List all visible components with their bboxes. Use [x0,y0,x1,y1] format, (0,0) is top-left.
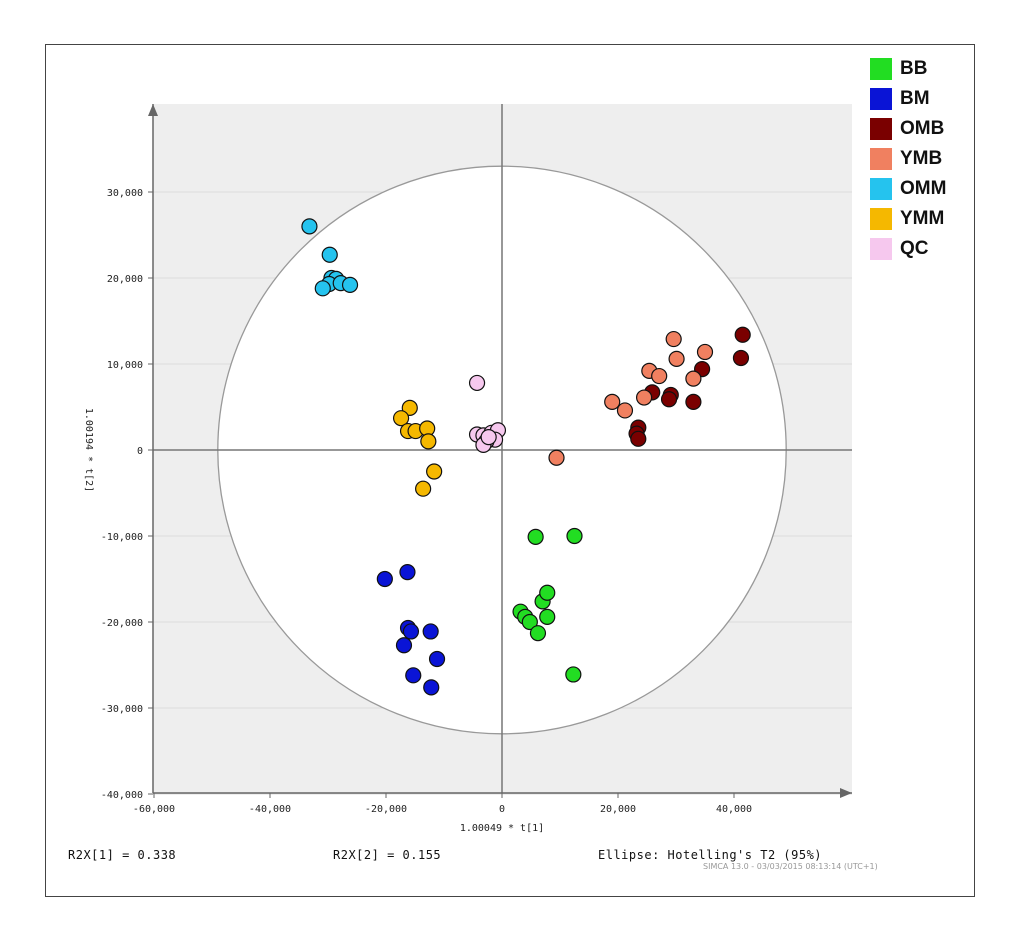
y-tick-label: 30,000 [107,188,143,199]
legend-swatch-ymb [870,148,892,170]
y-tick-label: 0 [137,446,143,457]
point-bm [405,667,422,684]
x-tick-label: 20,000 [600,804,636,815]
y-tick-label: -30,000 [101,704,143,715]
y-tick-label: -20,000 [101,618,143,629]
r2x1-label: R2X[1] = 0.338 [68,848,177,862]
legend-swatch-omm [870,178,892,200]
point-bb [539,608,556,625]
point-bm [376,570,393,588]
legend-swatch-qc [870,238,892,260]
point-ymb [635,389,653,406]
x-axis-arrow [840,788,852,798]
legend-swatch-bm [870,88,892,110]
legend-swatch-bb [870,58,892,80]
legend-label-bm: BM [900,88,930,109]
x-axis-title: 1.00049 * t[1] [460,823,544,834]
x-tick-label: 0 [499,804,505,815]
legend-swatch-ymm [870,208,892,230]
x-tick-label: 40,000 [716,804,752,815]
point-ymb [685,370,702,387]
legend-item-bb: BB [870,54,946,84]
legend: BB BM OMB YMB OMM YMM QC [870,54,946,264]
legend-label-omm: OMM [900,178,947,199]
point-bb [527,528,544,545]
y-axis-arrow [148,104,158,116]
y-tick-label: 10,000 [107,360,143,371]
x-tick-label: -40,000 [249,804,291,815]
legend-label-bb: BB [900,58,928,79]
legend-label-omb: OMB [900,118,945,139]
legend-label-ymb: YMB [900,148,943,169]
legend-item-qc: QC [870,234,946,264]
point-bm [428,650,446,668]
x-tick-label: -60,000 [133,804,175,815]
point-omm [301,218,318,235]
point-ymb [548,449,565,466]
point-omm [341,276,359,293]
legend-label-qc: QC [900,238,929,259]
point-ymb [651,367,668,385]
point-bm [395,637,413,654]
x-tick-label: -20,000 [365,804,407,815]
y-axis-title: 1.00194 * t[2] [83,408,94,492]
point-bb [529,625,547,642]
y-tick-label: -40,000 [101,790,143,801]
watermark: SIMCA 13.0 - 03/03/2015 08:13:14 (UTC+1) [703,862,878,871]
point-ymm [401,399,418,416]
legend-label-ymm: YMM [900,208,945,229]
legend-item-omb: OMB [870,114,946,144]
point-bm [423,679,440,696]
point-ymm [415,480,432,497]
point-qc [468,374,486,392]
point-ymb [696,343,714,361]
legend-item-bm: BM [870,84,946,114]
point-ymb [604,393,621,410]
point-ymb [668,350,685,367]
r2x2-label: R2X[2] = 0.155 [333,848,442,862]
ellipse-label: Ellipse: Hotelling's T2 (95%) [598,848,823,862]
legend-item-omm: OMM [870,174,946,204]
point-omm [314,280,331,297]
point-ymm [426,463,443,480]
point-omb [734,326,751,343]
y-tick-label: -10,000 [101,532,143,543]
point-bm [399,564,416,581]
point-ymm [392,410,410,427]
point-omb [732,349,750,367]
point-omb [685,393,702,410]
point-bb [539,584,556,601]
legend-item-ymm: YMM [870,204,946,234]
point-omm [321,246,338,263]
y-tick-label: 20,000 [107,274,143,285]
legend-item-ymb: YMB [870,144,946,174]
point-qc [480,429,497,446]
point-omb [660,391,678,408]
point-ymb [665,330,682,348]
point-bm [402,623,420,640]
point-ymb [616,402,634,419]
point-bb [521,613,538,631]
point-ymm [420,433,437,450]
point-bm [422,623,439,640]
point-bb [566,527,583,545]
point-omb [630,430,647,447]
point-bb [565,666,582,683]
legend-swatch-omb [870,118,892,140]
